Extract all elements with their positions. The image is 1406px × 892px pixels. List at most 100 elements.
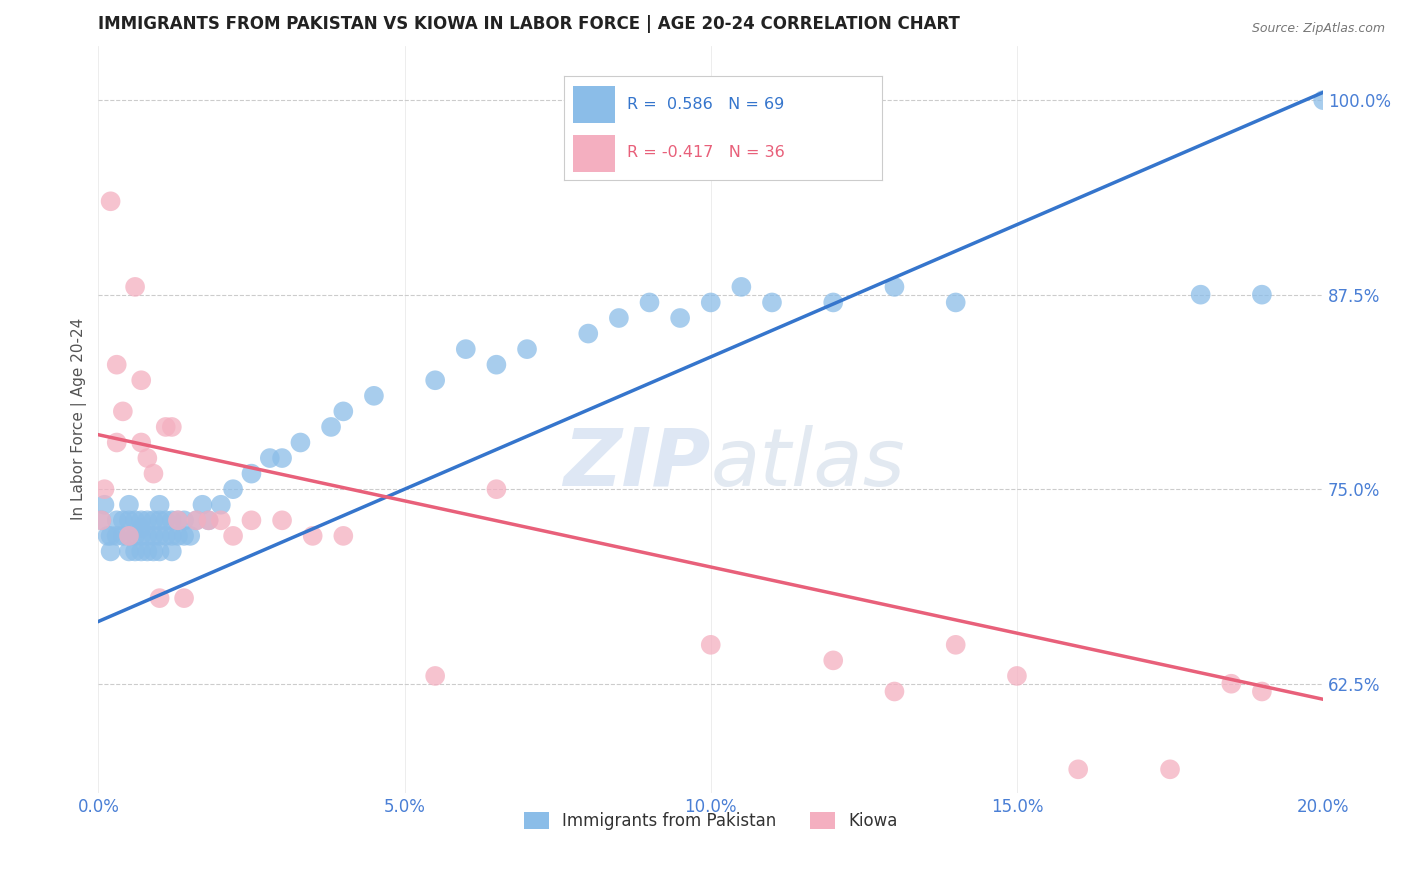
Point xyxy=(761,295,783,310)
Point xyxy=(100,194,122,209)
Point xyxy=(149,544,172,558)
Point xyxy=(425,669,447,683)
Point xyxy=(425,373,447,387)
Point xyxy=(823,295,845,310)
Point xyxy=(136,544,159,558)
Point xyxy=(155,420,177,434)
Point xyxy=(111,529,134,543)
Point xyxy=(485,482,508,496)
Point xyxy=(105,529,128,543)
Point xyxy=(129,373,152,387)
Point xyxy=(1251,287,1274,301)
Point xyxy=(129,544,152,558)
Point xyxy=(124,544,146,558)
Point xyxy=(576,326,599,341)
Point xyxy=(160,513,183,527)
Point xyxy=(700,295,723,310)
Point xyxy=(105,435,128,450)
Point xyxy=(124,280,146,294)
Point xyxy=(1159,762,1181,776)
Point xyxy=(1312,93,1334,107)
Point xyxy=(167,513,190,527)
Point xyxy=(111,513,134,527)
Point xyxy=(240,513,263,527)
Point xyxy=(149,529,172,543)
Point xyxy=(271,513,294,527)
Point xyxy=(129,529,152,543)
Point xyxy=(160,420,183,434)
Point xyxy=(290,435,312,450)
Point xyxy=(485,358,508,372)
Point xyxy=(259,451,281,466)
Point xyxy=(173,529,195,543)
Y-axis label: In Labor Force | Age 20-24: In Labor Force | Age 20-24 xyxy=(72,318,87,520)
Point xyxy=(136,451,159,466)
Point xyxy=(823,653,845,667)
Point xyxy=(1067,762,1090,776)
Point xyxy=(607,311,630,326)
Point xyxy=(155,529,177,543)
Point xyxy=(155,513,177,527)
Point xyxy=(883,280,905,294)
Point xyxy=(149,498,172,512)
Point xyxy=(118,544,141,558)
Point xyxy=(167,513,190,527)
Point xyxy=(1220,677,1243,691)
Point xyxy=(124,513,146,527)
Point xyxy=(173,591,195,606)
Legend: Immigrants from Pakistan, Kiowa: Immigrants from Pakistan, Kiowa xyxy=(517,805,904,837)
Point xyxy=(332,529,354,543)
Point xyxy=(363,389,385,403)
Point xyxy=(149,513,172,527)
Point xyxy=(136,513,159,527)
Point xyxy=(90,513,112,527)
Point xyxy=(142,529,165,543)
Point xyxy=(179,529,201,543)
Point xyxy=(1005,669,1028,683)
Point xyxy=(1189,287,1212,301)
Point xyxy=(669,311,692,326)
Point xyxy=(100,544,122,558)
Point xyxy=(222,482,245,496)
Point xyxy=(209,513,232,527)
Text: atlas: atlas xyxy=(711,425,905,503)
Point xyxy=(516,342,538,356)
Point xyxy=(118,529,141,543)
Point xyxy=(142,544,165,558)
Text: IMMIGRANTS FROM PAKISTAN VS KIOWA IN LABOR FORCE | AGE 20-24 CORRELATION CHART: IMMIGRANTS FROM PAKISTAN VS KIOWA IN LAB… xyxy=(98,15,960,33)
Point xyxy=(209,498,232,512)
Point xyxy=(96,529,118,543)
Point xyxy=(105,358,128,372)
Point xyxy=(173,513,195,527)
Point xyxy=(100,529,122,543)
Point xyxy=(197,513,219,527)
Point xyxy=(90,513,112,527)
Point xyxy=(111,404,134,418)
Point xyxy=(129,521,152,535)
Point xyxy=(142,513,165,527)
Point xyxy=(124,529,146,543)
Point xyxy=(319,420,342,434)
Point xyxy=(149,591,172,606)
Point xyxy=(240,467,263,481)
Point xyxy=(167,529,190,543)
Point xyxy=(730,280,752,294)
Point xyxy=(105,513,128,527)
Point xyxy=(197,513,219,527)
Point xyxy=(638,295,661,310)
Point xyxy=(136,529,159,543)
Point xyxy=(93,482,115,496)
Point xyxy=(129,435,152,450)
Point xyxy=(454,342,477,356)
Point xyxy=(160,544,183,558)
Point xyxy=(186,513,208,527)
Point xyxy=(332,404,354,418)
Point xyxy=(191,498,214,512)
Point xyxy=(945,295,967,310)
Point xyxy=(118,529,141,543)
Point xyxy=(883,684,905,698)
Point xyxy=(222,529,245,543)
Point xyxy=(301,529,323,543)
Point xyxy=(160,529,183,543)
Point xyxy=(93,498,115,512)
